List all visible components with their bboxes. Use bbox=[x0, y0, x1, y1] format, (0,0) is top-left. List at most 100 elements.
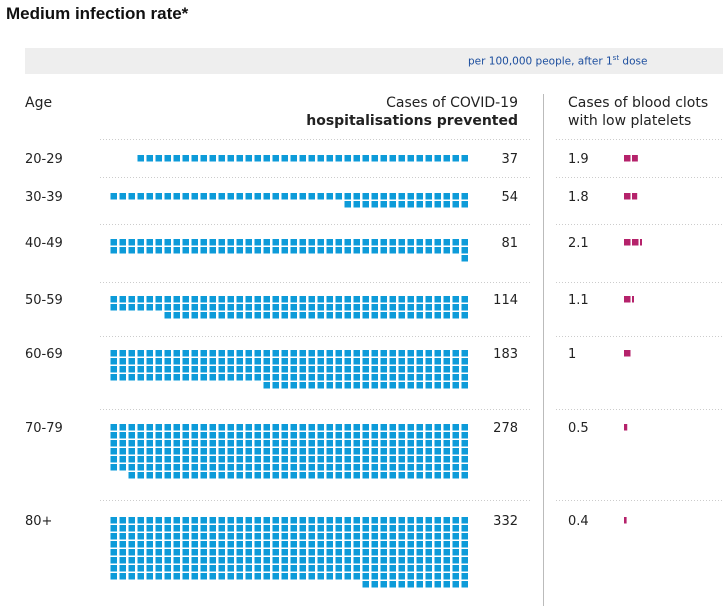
prevented-square bbox=[200, 358, 207, 365]
prevented-square bbox=[434, 581, 441, 588]
prevented-square bbox=[272, 366, 279, 373]
prevented-square bbox=[191, 350, 198, 357]
prevented-square bbox=[119, 533, 126, 540]
prevented-square bbox=[137, 448, 144, 455]
clots-mark bbox=[624, 424, 628, 431]
prevented-square bbox=[353, 448, 360, 455]
prevented-square bbox=[434, 565, 441, 572]
prevented-square bbox=[425, 573, 432, 580]
prevented-square bbox=[290, 517, 297, 524]
prevented-square bbox=[371, 304, 378, 311]
prevented-square bbox=[416, 358, 423, 365]
prevented-square bbox=[362, 565, 369, 572]
age-label-30-39: 30-39 bbox=[25, 190, 63, 205]
prevented-square bbox=[182, 193, 189, 200]
prevented-square bbox=[371, 432, 378, 439]
prevented-square bbox=[371, 193, 378, 200]
prevented-square bbox=[416, 432, 423, 439]
prevented-square bbox=[272, 432, 279, 439]
prevented-square bbox=[344, 366, 351, 373]
prevented-square bbox=[110, 573, 117, 580]
prevented-square bbox=[236, 304, 243, 311]
prevented-square bbox=[443, 193, 450, 200]
prevented-square bbox=[299, 432, 306, 439]
prevented-square bbox=[425, 247, 432, 254]
prevented-square bbox=[227, 525, 234, 532]
prevented-square bbox=[191, 472, 198, 479]
prevented-square bbox=[317, 549, 324, 556]
prevented-square bbox=[317, 472, 324, 479]
prevented-square bbox=[398, 358, 405, 365]
prevented-square bbox=[146, 472, 153, 479]
prevented-square bbox=[245, 549, 252, 556]
prevented-square bbox=[164, 533, 171, 540]
prevented-square bbox=[362, 549, 369, 556]
prevented-square bbox=[362, 382, 369, 389]
prevented-square bbox=[353, 573, 360, 580]
prevented-square bbox=[380, 549, 387, 556]
prevented-square bbox=[128, 472, 135, 479]
prevented-square bbox=[263, 573, 270, 580]
prevented-square bbox=[290, 358, 297, 365]
prevented-square bbox=[389, 432, 396, 439]
prevented-square bbox=[443, 374, 450, 381]
prevented-square bbox=[164, 472, 171, 479]
prevented-square bbox=[371, 456, 378, 463]
prevented-square bbox=[227, 549, 234, 556]
prevented-square bbox=[272, 565, 279, 572]
prevented-square bbox=[191, 366, 198, 373]
clots-value: 0.5 bbox=[568, 421, 589, 436]
prevented-square bbox=[389, 549, 396, 556]
prevented-square bbox=[308, 239, 315, 246]
prevented-square bbox=[227, 358, 234, 365]
prevented-square bbox=[191, 239, 198, 246]
prevented-square bbox=[209, 464, 216, 471]
prevented-square bbox=[452, 581, 459, 588]
prevented-square bbox=[461, 581, 468, 588]
prevented-square bbox=[281, 456, 288, 463]
prevented-square bbox=[344, 432, 351, 439]
prevented-square bbox=[191, 312, 198, 319]
prevented-square bbox=[290, 557, 297, 564]
prevented-square bbox=[380, 448, 387, 455]
prevented-square bbox=[308, 247, 315, 254]
prevented-square bbox=[335, 448, 342, 455]
prevented-square bbox=[326, 440, 333, 447]
prevented-square bbox=[299, 366, 306, 373]
prevented-square bbox=[299, 374, 306, 381]
prevented-square bbox=[398, 565, 405, 572]
prevented-square bbox=[425, 350, 432, 357]
prevented-square bbox=[164, 155, 171, 162]
prevented-square bbox=[164, 517, 171, 524]
prevented-square bbox=[128, 517, 135, 524]
prevented-square bbox=[308, 440, 315, 447]
prevented-square bbox=[425, 239, 432, 246]
prevented-square bbox=[155, 456, 162, 463]
prevented-square bbox=[380, 456, 387, 463]
prevented-square bbox=[209, 193, 216, 200]
prevented-square bbox=[245, 573, 252, 580]
prevented-square bbox=[128, 525, 135, 532]
prevented-square bbox=[245, 533, 252, 540]
prevented-square bbox=[362, 432, 369, 439]
prevented-square bbox=[371, 581, 378, 588]
prevented-square bbox=[146, 424, 153, 431]
prevented-square bbox=[434, 440, 441, 447]
prevented-square bbox=[380, 472, 387, 479]
prevented-square bbox=[173, 193, 180, 200]
prevented-square bbox=[308, 296, 315, 303]
prevented-square bbox=[380, 247, 387, 254]
clots-mark bbox=[624, 350, 631, 357]
prevented-square bbox=[317, 573, 324, 580]
prevented-square bbox=[155, 549, 162, 556]
prevented-square bbox=[416, 382, 423, 389]
prevented-square bbox=[425, 424, 432, 431]
prevented-square bbox=[110, 533, 117, 540]
prevented-square bbox=[137, 239, 144, 246]
prevented-square bbox=[317, 374, 324, 381]
prevented-square bbox=[119, 239, 126, 246]
prevented-square bbox=[110, 247, 117, 254]
prevented-square bbox=[344, 296, 351, 303]
prevented-square bbox=[290, 432, 297, 439]
prevented-square bbox=[461, 201, 468, 208]
